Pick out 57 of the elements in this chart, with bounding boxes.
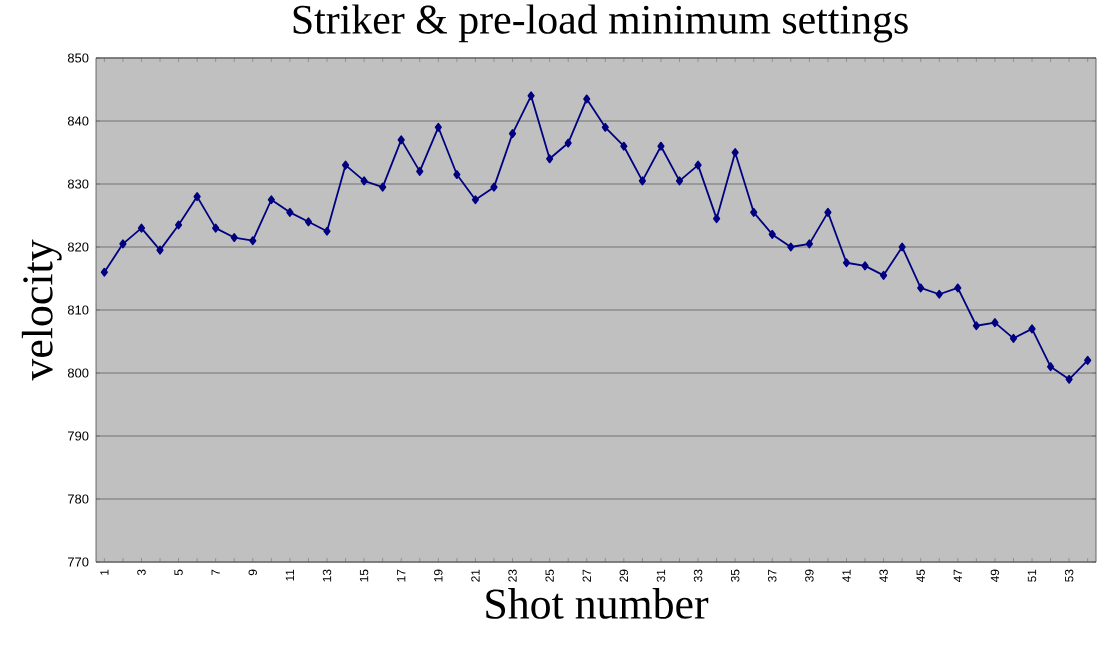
point [453,170,461,180]
point [1028,324,1036,334]
y-axis-title: velocity [21,239,62,381]
point [805,239,813,249]
point [1009,333,1018,343]
point [638,176,646,186]
point [657,141,665,151]
point [620,141,628,151]
x-axis-title: Shot number [486,588,709,619]
point [137,223,146,233]
point [842,258,851,268]
point [768,229,776,239]
point [100,267,108,277]
point [935,289,943,299]
point [119,239,127,249]
point [416,166,424,176]
point [880,270,888,280]
point [230,233,238,243]
point [341,160,350,170]
point [564,138,572,148]
point [174,220,183,230]
point [694,160,702,170]
point [156,245,164,255]
point [750,207,758,217]
point [434,122,442,132]
point [1084,355,1092,365]
point [675,176,684,186]
point [583,94,591,104]
point [249,236,257,246]
point [490,182,498,192]
point [527,91,535,101]
point [304,217,313,227]
point [1046,362,1055,372]
point [471,195,480,205]
point [861,261,869,271]
point [954,283,962,293]
point [731,148,739,157]
point [991,318,999,328]
point [212,223,220,233]
point [601,122,609,132]
point [360,176,368,186]
point [1065,374,1073,384]
point [787,242,795,252]
point [972,321,980,331]
point [546,154,554,164]
point [898,242,906,252]
point [379,182,387,192]
point [917,283,925,293]
point [323,226,331,236]
point [508,129,517,139]
chart-title: Striker & pre-load minimum settings [293,4,908,43]
point [286,207,294,217]
point [193,192,201,202]
point [397,135,405,145]
point [713,214,721,224]
point [267,195,275,205]
point [824,207,832,217]
